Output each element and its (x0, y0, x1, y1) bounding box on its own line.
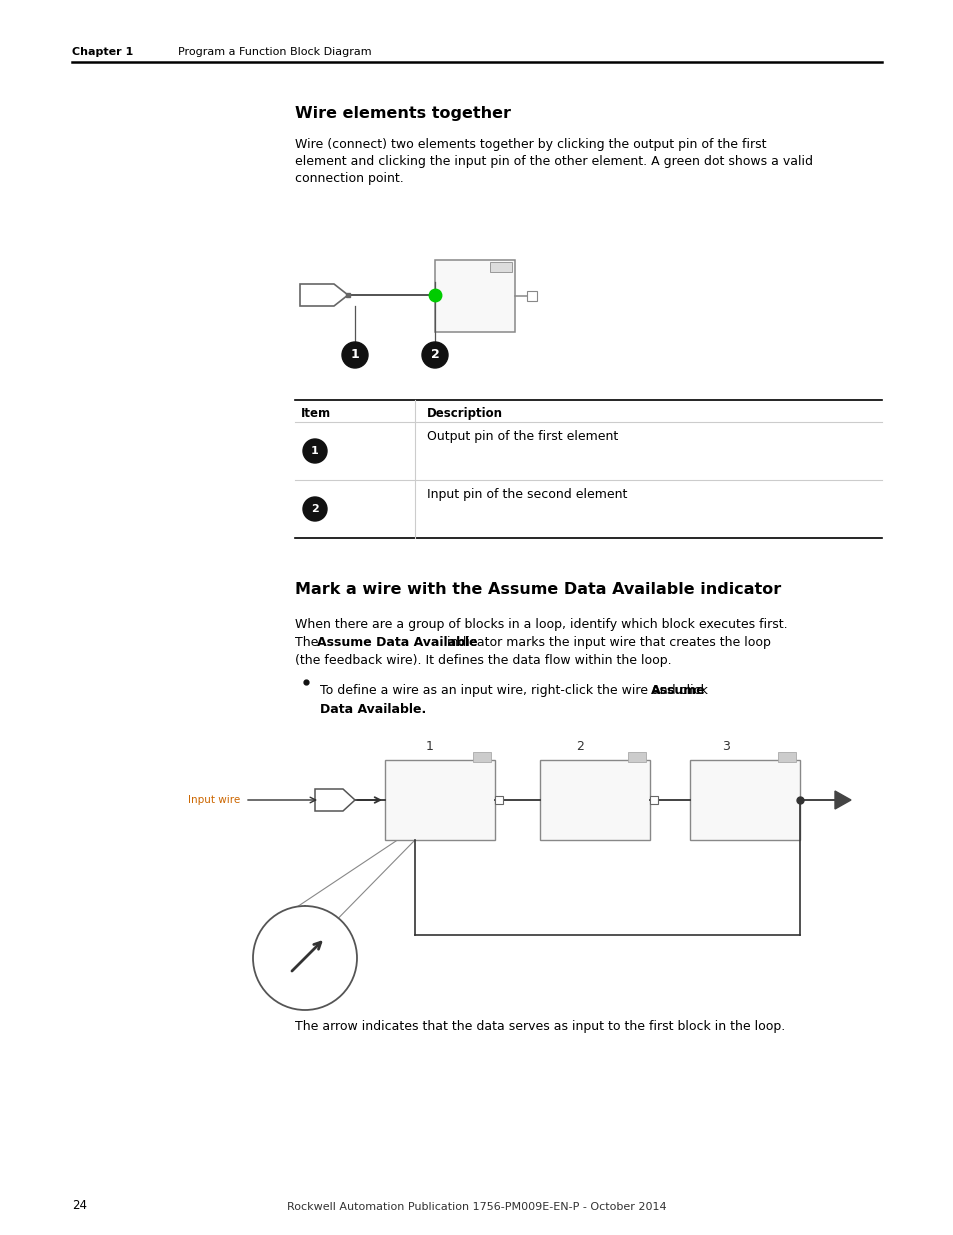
Bar (778, 752, 795, 762)
Bar (495, 797, 502, 804)
Text: 2: 2 (576, 740, 583, 753)
Circle shape (303, 438, 327, 463)
Text: 1: 1 (351, 348, 359, 362)
Polygon shape (834, 790, 850, 809)
Text: Wire (connect) two elements together by clicking the output pin of the first: Wire (connect) two elements together by … (294, 138, 765, 151)
Text: 2: 2 (311, 504, 318, 514)
Text: Input wire: Input wire (188, 795, 240, 805)
Text: The arrow indicates that the data serves as input to the first block in the loop: The arrow indicates that the data serves… (294, 1020, 784, 1032)
Text: 3: 3 (721, 740, 729, 753)
Bar (473, 752, 491, 762)
Text: When there are a group of blocks in a loop, identify which block executes first.: When there are a group of blocks in a lo… (294, 618, 787, 631)
Bar (689, 760, 800, 840)
Bar (490, 262, 512, 272)
Text: Assume Data Available: Assume Data Available (316, 636, 477, 650)
Bar (539, 760, 649, 840)
Text: Program a Function Block Diagram: Program a Function Block Diagram (178, 47, 372, 57)
Text: Mark a wire with the Assume Data Available indicator: Mark a wire with the Assume Data Availab… (294, 582, 781, 597)
Text: connection point.: connection point. (294, 172, 403, 185)
Text: The: The (294, 636, 322, 650)
Text: 2: 2 (430, 348, 439, 362)
Bar (435, 261, 515, 332)
Bar (649, 797, 658, 804)
Text: Data Available.: Data Available. (319, 703, 426, 716)
Text: 1: 1 (426, 740, 434, 753)
Text: Item: Item (301, 408, 331, 420)
Text: 24: 24 (71, 1199, 87, 1212)
Text: Description: Description (427, 408, 502, 420)
Text: Rockwell Automation Publication 1756-PM009E-EN-P - October 2014: Rockwell Automation Publication 1756-PM0… (287, 1202, 666, 1212)
Bar (627, 752, 645, 762)
Text: 1: 1 (311, 446, 318, 456)
Text: indicator marks the input wire that creates the loop: indicator marks the input wire that crea… (442, 636, 770, 650)
Text: Output pin of the first element: Output pin of the first element (427, 430, 618, 443)
Text: Wire elements together: Wire elements together (294, 106, 511, 121)
Text: Input pin of the second element: Input pin of the second element (427, 488, 627, 501)
Text: To define a wire as an input wire, right-click the wire and click: To define a wire as an input wire, right… (319, 684, 711, 697)
Text: (the feedback wire). It defines the data flow within the loop.: (the feedback wire). It defines the data… (294, 655, 671, 667)
Circle shape (421, 342, 448, 368)
Bar (526, 291, 537, 301)
Text: element and clicking the input pin of the other element. A green dot shows a val: element and clicking the input pin of th… (294, 156, 812, 168)
Circle shape (303, 496, 327, 521)
Circle shape (341, 342, 368, 368)
Bar (385, 760, 495, 840)
Text: Chapter 1: Chapter 1 (71, 47, 133, 57)
Circle shape (253, 906, 356, 1010)
Text: Assume: Assume (650, 684, 705, 697)
